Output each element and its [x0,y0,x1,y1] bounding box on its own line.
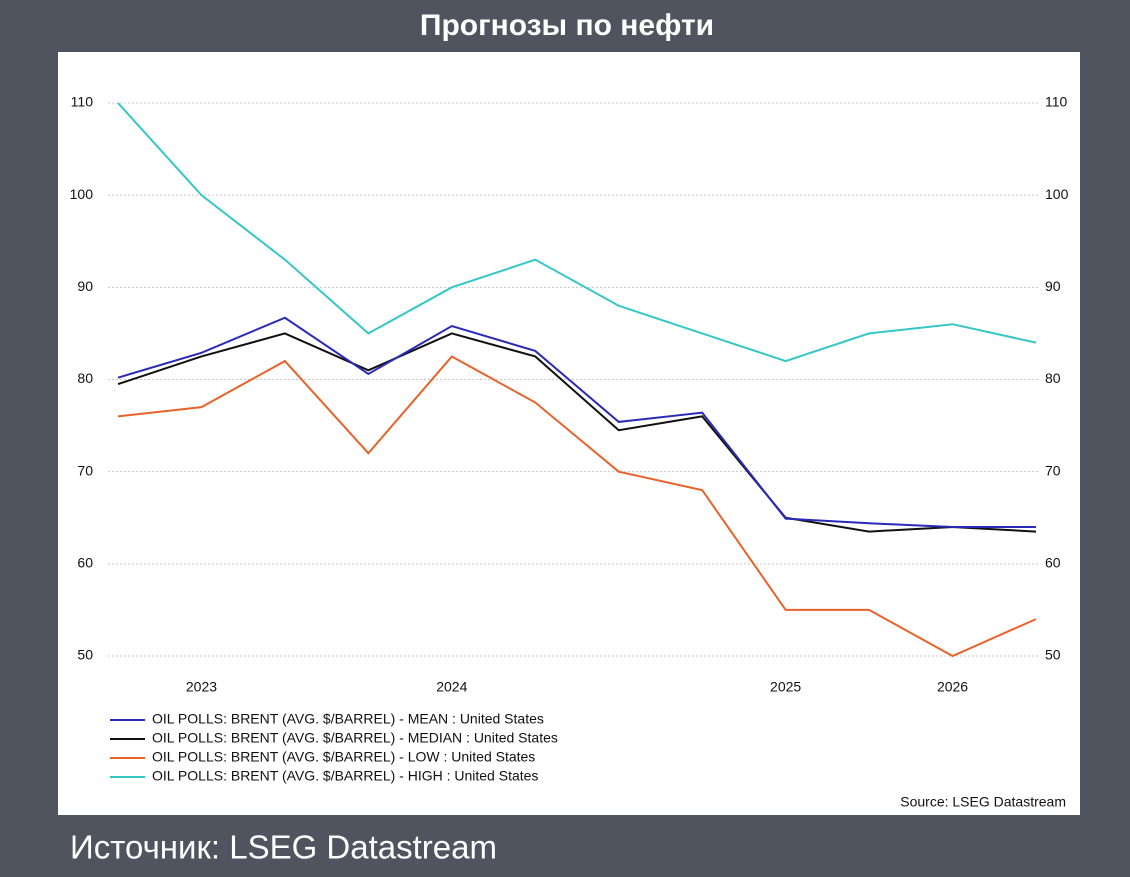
y-tick-label: 100 [70,186,94,202]
y2-tick-label: 110 [1045,94,1068,110]
slide-title: Прогнозы по нефти [420,9,714,42]
series-line [117,355,1037,658]
y-tick-label: 80 [77,370,93,386]
x-tick-label: 2025 [770,679,801,695]
y2-tick-label: 80 [1045,370,1061,386]
y-tick-label: 70 [77,462,93,478]
y2-tick-label: 100 [1045,186,1069,202]
legend-label: OIL POLLS: BRENT (AVG. $/BARREL) - LOW :… [152,749,535,765]
y-tick-label: 90 [77,278,93,294]
x-tick-label: 2026 [937,679,968,695]
legend-label: OIL POLLS: BRENT (AVG. $/BARREL) - MEAN … [152,711,544,727]
chart-panel [58,52,1080,815]
series-line [117,102,1037,363]
series-line [117,316,1036,528]
chart: 50 50 60 60 70 70 80 80 90 90 100 100 110 110 2023 2024… [70,94,1069,784]
y-tick-label: 60 [77,555,93,571]
y2-tick-label: 70 [1045,462,1061,478]
y2-tick-label: 90 [1045,278,1061,294]
legend-label: OIL POLLS: BRENT (AVG. $/BARREL) - MEDIA… [152,730,558,746]
y2-tick-label: 60 [1045,555,1061,571]
y2-tick-label: 50 [1045,647,1061,663]
legend-label: OIL POLLS: BRENT (AVG. $/BARREL) - HIGH … [152,768,538,784]
x-tick-label: 2023 [186,679,217,695]
y-tick-label: 110 [71,94,94,110]
chart-source: Source: LSEG Datastream [900,794,1066,810]
y-tick-label: 50 [77,647,93,663]
series-line [117,332,1037,533]
slide-source: Источник: LSEG Datastream [70,829,497,866]
x-tick-label: 2024 [436,679,467,695]
